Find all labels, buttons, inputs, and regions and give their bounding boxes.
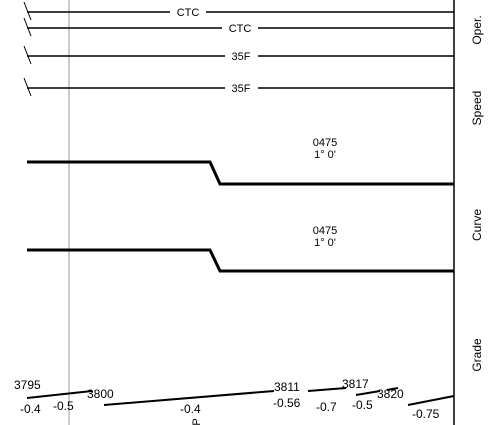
operation-track-1: CTC [23, 1, 454, 21]
grade-value-label: -0.75 [412, 407, 440, 421]
section-label-operation: Oper. [470, 15, 484, 44]
section-label-speed: Speed [470, 91, 484, 126]
grade-station-label: 3811 [274, 380, 300, 394]
section-label-curve: Curve [470, 209, 484, 241]
grade-station-label: 3795 [14, 378, 41, 392]
operation-track-2: CTC [23, 17, 454, 37]
curve-degree-label: 1° 0' [314, 237, 336, 249]
grade-station-label: 3820 [377, 387, 404, 401]
curve-id-label: 0475 [313, 225, 337, 237]
grade-value-label: -0.4 [180, 402, 201, 416]
grade-value-label: -0.5 [352, 398, 373, 412]
marker-label: P [191, 418, 203, 425]
curve-profile-line [27, 160, 454, 186]
grade-segment [307, 387, 347, 392]
grade-value-label: -0.7 [316, 400, 337, 414]
curve-1: 0475 1° 0' [27, 137, 454, 186]
grade-segment [386, 387, 399, 391]
speed-track-2: 35F [23, 77, 454, 97]
section-label-grade: Grade [470, 338, 484, 372]
grade-value-label: -0.5 [53, 399, 74, 413]
track-start-tick [23, 1, 32, 21]
operation-track-label: CTC [229, 23, 252, 35]
track-start-tick [23, 45, 32, 65]
grade-value-label: -0.56 [273, 396, 301, 410]
grade-profile: 3795 3800 3811 3817 3820 -0.4 -0.5 -0.4 … [14, 377, 455, 425]
grade-value-label: -0.4 [20, 402, 41, 416]
grade-segment [103, 390, 275, 406]
track-start-tick [23, 17, 32, 37]
curve-id-label: 0475 [313, 137, 337, 149]
curve-2: 0475 1° 0' [27, 225, 454, 273]
grade-station-label: 3800 [87, 387, 114, 401]
grade-station-label: 3817 [342, 377, 369, 391]
speed-track-label: 35F [232, 83, 251, 95]
grade-segment [407, 395, 455, 406]
grade-segment [355, 390, 381, 396]
speed-track-label: 35F [232, 51, 251, 63]
operation-track-label: CTC [177, 7, 200, 19]
track-start-tick [23, 77, 32, 97]
curve-degree-label: 1° 0' [314, 149, 336, 161]
speed-track-1: 35F [23, 45, 454, 65]
grade-segment [26, 390, 93, 399]
curve-profile-line [27, 248, 454, 273]
